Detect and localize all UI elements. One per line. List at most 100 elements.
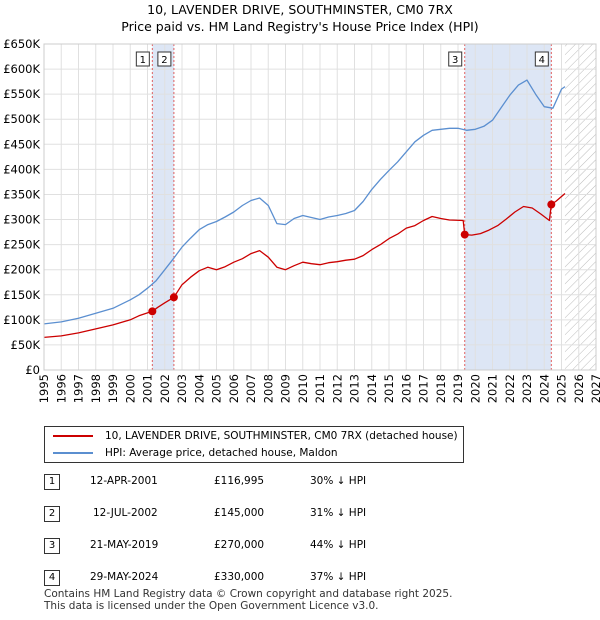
sale-date: 29-MAY-2024 <box>90 571 159 583</box>
legend-item-price: 10, LAVENDER DRIVE, SOUTHMINSTER, CM0 7R… <box>53 429 458 443</box>
x-tick-label: 2014 <box>365 374 379 403</box>
y-tick-label: £0 <box>25 363 40 377</box>
legend-swatch-price <box>53 435 93 437</box>
shaded-span <box>152 44 174 370</box>
sale-label-number: 2 <box>161 55 167 66</box>
x-tick-label: 1997 <box>72 374 86 403</box>
forecast-region <box>564 44 596 370</box>
sale-date: 12-APR-2001 <box>90 475 158 487</box>
sale-row: 4 29-MAY-2024 £330,000 37% ↓ HPI <box>44 570 464 586</box>
x-tick-label: 2007 <box>244 374 258 403</box>
footer-line-2: This data is licensed under the Open Gov… <box>44 600 379 612</box>
x-tick-label: 2019 <box>451 374 465 403</box>
x-tick-label: 2006 <box>227 374 241 403</box>
x-tick-label: 2008 <box>261 374 275 403</box>
plot-frame <box>43 43 597 371</box>
sale-label-frame <box>448 51 463 67</box>
x-tick-label: 2012 <box>330 374 344 403</box>
sale-row: 2 12-JUL-2002 £145,000 31% ↓ HPI <box>44 506 464 522</box>
x-tick-label: 2015 <box>382 374 396 403</box>
x-tick-label: 2020 <box>468 374 482 403</box>
sale-price: £145,000 <box>214 507 265 519</box>
chart-subtitle: Price paid vs. HM Land Registry's House … <box>121 19 479 34</box>
y-tick-label: £500K <box>3 112 40 126</box>
y-tick-label: £650K <box>3 37 40 51</box>
chart-legend: 10, LAVENDER DRIVE, SOUTHMINSTER, CM0 7R… <box>44 426 464 463</box>
x-tick-label: 1998 <box>89 374 103 403</box>
x-tick-label: 2018 <box>434 374 448 403</box>
sale-row: 1 12-APR-2001 £116,995 30% ↓ HPI <box>44 474 464 490</box>
y-tick-label: £600K <box>3 62 40 76</box>
x-tick-label: 2005 <box>210 374 224 403</box>
x-tick-label: 2001 <box>141 374 155 403</box>
sale-label-frame <box>534 51 549 67</box>
y-tick-label: £300K <box>3 213 40 227</box>
sale-label-box: 1 <box>135 51 150 67</box>
x-tick-label: 2013 <box>348 374 362 403</box>
sale-label-number: 1 <box>140 55 146 66</box>
sale-price: £270,000 <box>214 539 265 551</box>
x-tick-label: 2016 <box>399 374 413 403</box>
sale-date: 12-JUL-2002 <box>93 507 158 519</box>
x-tick-label: 2027 <box>589 374 600 403</box>
sale-point <box>169 293 178 302</box>
chart-title: 10, LAVENDER DRIVE, SOUTHMINSTER, CM0 7R… <box>147 2 453 17</box>
price-chart: £0 £50K £100K £150K £200K £250K £300K £350K £400… <box>3 37 600 403</box>
sale-label-box: 2 <box>157 51 172 67</box>
y-tick-label: £150K <box>3 288 40 302</box>
legend-label-hpi: HPI: Average price, detached house, Mald… <box>105 447 338 459</box>
y-tick-label: £50K <box>11 338 41 352</box>
sale-label-box: 3 <box>448 51 463 67</box>
sale-hpi-diff: 44% ↓ HPI <box>310 539 367 551</box>
sale-number-badge: 2 <box>44 506 60 522</box>
x-tick-label: 2021 <box>486 374 500 403</box>
x-tick-label: 2025 <box>555 374 569 403</box>
legend-label-price: 10, LAVENDER DRIVE, SOUTHMINSTER, CM0 7R… <box>105 430 458 442</box>
x-tick-label: 2011 <box>313 374 327 403</box>
y-tick-label: £250K <box>3 238 40 252</box>
footer-attribution: Contains HM Land Registry data © Crown c… <box>44 588 452 612</box>
x-tick-label: 2003 <box>175 374 189 403</box>
y-tick-label: £100K <box>3 313 40 327</box>
x-tick-label: 2017 <box>417 374 431 403</box>
y-tick-label: £350K <box>3 187 40 201</box>
sale-label-frame <box>135 51 150 67</box>
sale-point <box>460 230 469 239</box>
sale-price: £116,995 <box>214 475 265 487</box>
y-tick-label: £400K <box>3 162 40 176</box>
shaded-span <box>464 44 552 370</box>
x-tick-label: 1995 <box>37 374 51 403</box>
x-tick-label: 1996 <box>54 374 68 403</box>
x-tick-label: 2026 <box>572 374 586 403</box>
legend-swatch-hpi <box>53 452 93 454</box>
x-tick-label: 1999 <box>106 374 120 403</box>
sale-price: £330,000 <box>214 571 265 583</box>
x-tick-label: 2023 <box>520 374 534 403</box>
x-tick-label: 2009 <box>279 374 293 403</box>
x-tick-label: 2022 <box>503 374 517 403</box>
sale-point <box>148 307 157 316</box>
y-tick-label: £450K <box>3 137 40 151</box>
sale-label-frame <box>157 51 172 67</box>
sale-number-badge: 4 <box>44 570 60 586</box>
sale-hpi-diff: 31% ↓ HPI <box>310 507 367 519</box>
y-tick-label: £200K <box>3 263 40 277</box>
x-tick-label: 2010 <box>296 374 310 403</box>
footer-line-1: Contains HM Land Registry data © Crown c… <box>44 588 453 600</box>
legend-item-hpi: HPI: Average price, detached house, Mald… <box>53 446 338 460</box>
sale-number-badge: 1 <box>44 474 60 490</box>
sale-date: 21-MAY-2019 <box>90 539 159 551</box>
y-tick-label: £550K <box>3 87 40 101</box>
x-tick-label: 2004 <box>192 374 206 403</box>
hpi-line <box>43 79 566 325</box>
sale-row: 3 21-MAY-2019 £270,000 44% ↓ HPI <box>44 538 464 554</box>
x-tick-label: 2002 <box>158 374 172 403</box>
sale-label-box: 4 <box>534 51 549 67</box>
sale-number-badge: 3 <box>44 538 60 554</box>
x-tick-label: 2000 <box>123 374 137 403</box>
x-tick-label: 2024 <box>537 374 551 403</box>
sale-hpi-diff: 30% ↓ HPI <box>310 475 367 487</box>
sale-label-number: 3 <box>452 55 458 66</box>
sale-hpi-diff: 37% ↓ HPI <box>310 571 367 583</box>
sale-label-number: 4 <box>539 55 545 66</box>
